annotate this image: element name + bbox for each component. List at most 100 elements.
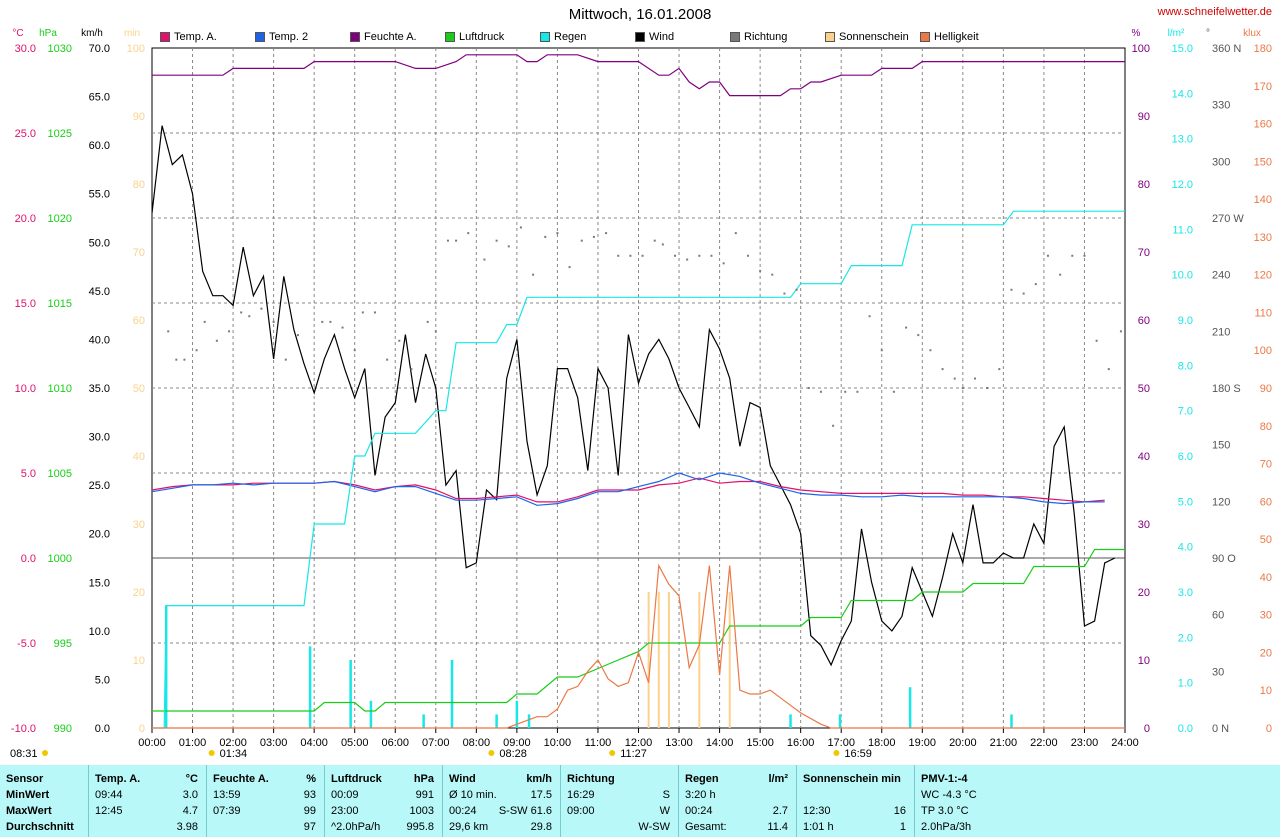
direction-point [341,326,344,329]
temp-axis-tick: 30.0 [15,43,36,55]
legend-sunshine[interactable]: Sonnenschein [825,31,909,43]
lux-axis-tick: 80 [1260,421,1272,433]
stats-time: 12:30 [803,805,831,817]
weather-chart: 00:00 01:00 02:00 03:00 04:00 05:00 06:00 07:00… [10,28,1272,760]
x-tick-label: 00:00 [138,737,166,749]
direction-point [195,349,198,352]
rain-axis-tick: 7.0 [1178,406,1193,418]
legend-swatch [825,32,835,42]
direction-point [941,368,944,371]
direction-axis-tick: 90 O [1212,553,1236,565]
stats-value: W-SW [638,821,670,833]
stats-time: 13:59 [213,789,241,801]
legend-wind[interactable]: Wind [635,31,674,43]
wind-axis-tick: 40.0 [89,334,110,346]
legend-rain[interactable]: Regen [540,31,586,43]
lux-axis-tick: 20 [1260,647,1272,659]
direction-axis-tick: 270 W [1212,213,1244,225]
legend-temp-a[interactable]: Temp. A. [160,31,217,43]
direction-point [1107,368,1110,371]
temp-axis-tick: 5.0 [21,468,36,480]
direction-point [556,232,559,235]
x-tick-label: 19:00 [909,737,937,749]
stats-time: 09:44 [95,789,123,801]
lux-axis-tick: 140 [1254,194,1272,206]
legend-swatch [540,32,550,42]
direction-point [698,254,701,257]
legend-humidity[interactable]: Feuchte A. [350,31,417,43]
direction-axis-tick: 120 [1212,496,1230,508]
direction-point [580,239,583,242]
axis-unit-label: km/h [81,28,103,39]
stats-value: 3.98 [176,821,198,833]
legend-temp-2[interactable]: Temp. 2 [255,31,308,43]
rain-axis-tick: 6.0 [1178,451,1193,463]
direction-point [673,254,676,257]
direction-point [467,232,470,235]
direction-point [321,320,324,323]
direction-axis-tick: 30 [1212,666,1224,678]
direction-point [722,262,725,265]
direction-axis-tick: 0 N [1212,723,1229,735]
direction-point [807,387,810,389]
wind-axis-tick: 60.0 [89,140,110,152]
direction-axis-tick: 60 [1212,610,1224,622]
legend-brightness[interactable]: Helligkeit [920,31,979,43]
direction-point [686,258,689,261]
direction-point [240,311,243,314]
series-line [152,548,1125,712]
direction-point [795,288,798,291]
direction-axis-tick: 300 [1212,156,1230,168]
wind-axis-tick: 5.0 [95,674,110,686]
sunshine-axis-tick: 10 [133,655,145,667]
direction-axis-tick: 210 [1212,326,1230,338]
lux-axis-tick: 0 [1266,723,1272,735]
rain-axis-tick: 2.0 [1178,632,1193,644]
x-tick-label: 14:00 [706,737,734,749]
stats-value: TP 3.0 °C [921,805,969,817]
sunshine-axis-tick: 50 [133,383,145,395]
pressure-axis-tick: 1000 [48,553,72,565]
lux-axis-tick: 60 [1260,496,1272,508]
legend-label: Feuchte A. [364,31,417,43]
rain-axis-tick: 12.0 [1172,179,1193,191]
website-link[interactable]: www.schneifelwetter.de [1157,6,1272,18]
sun-event-marker [609,750,616,756]
direction-point [183,358,186,361]
legend-direction[interactable]: Richtung [730,31,787,43]
stats-trend: ^2.0hPa/h [331,821,381,833]
temp-axis-tick: 15.0 [15,298,36,310]
stats-value: 1 [899,821,906,833]
direction-point [455,239,458,242]
stats-pmv-column: PMV-1:-4 WC -4.3 °C TP 3.0 °C 2.0hPa/3h [914,765,1034,837]
axis-unit-label: min [124,28,140,39]
direction-point [272,320,275,323]
stats-direction-column: Richtung 16:29 S 09:00 W W-SW [560,765,678,837]
stats-row-label: MaxWert [6,805,52,817]
axis-unit-label: ° [1206,28,1210,39]
stats-value: 29.8 [530,821,552,833]
direction-point [1034,283,1037,286]
lux-axis-tick: 150 [1254,156,1272,168]
series-line [152,210,1125,729]
humidity-axis-tick: 50 [1138,383,1150,395]
humidity-axis-tick: 40 [1138,451,1150,463]
pressure-axis-tick: 1005 [48,468,72,480]
temp-axis-tick: -5.0 [17,638,36,650]
direction-point [519,226,522,229]
stats-wind-column: Wind km/h Ø 10 min. 17.5 00:24 S-SW 61.6 29… [442,765,560,837]
stats-header: Richtung [567,773,615,785]
direction-point [710,254,713,257]
legend-swatch [920,32,930,42]
direction-point [832,424,835,427]
stats-header: PMV-1:-4 [921,773,968,785]
stats-value: 16 [893,805,906,817]
sunshine-axis-tick: 40 [133,451,145,463]
lux-axis-tick: 50 [1260,534,1272,546]
direction-point [986,387,989,389]
legend-pressure[interactable]: Luftdruck [445,31,504,43]
direction-point [746,254,749,257]
legend-label: Richtung [744,31,788,43]
temp-axis-tick: -10.0 [11,723,36,735]
lux-axis-tick: 180 [1254,43,1272,55]
